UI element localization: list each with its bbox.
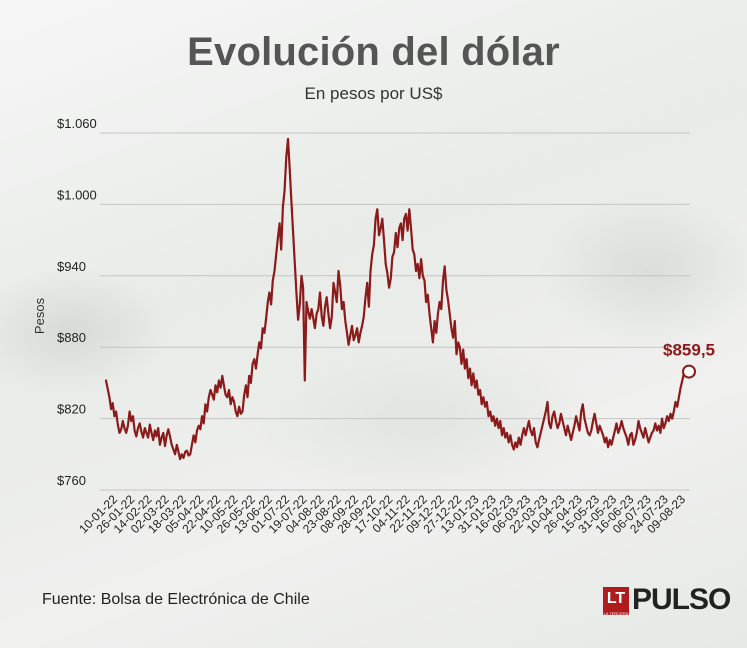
y-tick-label: $1.060 [57, 116, 97, 131]
end-value-label: $859,5 [663, 341, 715, 360]
end-point-marker [682, 364, 696, 379]
series-line [104, 137, 691, 461]
chart-title: Evolución del dólar [187, 30, 560, 74]
y-tick-label: $940 [57, 259, 86, 274]
y-tick-label: $1.000 [57, 187, 97, 202]
y-tick-label: $820 [57, 402, 86, 417]
y-tick-label: $760 [57, 473, 86, 488]
x-tick-labels: 10-01-2226-01-2214-02-2202-03-2218-03-22… [76, 492, 688, 536]
pulso-wordmark: PULSO [632, 583, 731, 616]
chart-subtitle: En pesos por US$ [304, 84, 443, 103]
grid-lines [100, 132, 690, 491]
y-tick-labels: $760 $820 $880 $940 $1.000 $1.060 [57, 116, 97, 488]
y-tick-label: $880 [57, 330, 86, 345]
la-tercera-logo-caption: LA TERCERA [603, 611, 629, 616]
pulso-logo: LT LA TERCERA PULSO [603, 583, 731, 618]
y-axis-label: Pesos [32, 297, 47, 334]
la-tercera-logo-mark: LT [603, 587, 629, 615]
source-note: Fuente: Bolsa de Electrónica de Chile [42, 591, 310, 608]
